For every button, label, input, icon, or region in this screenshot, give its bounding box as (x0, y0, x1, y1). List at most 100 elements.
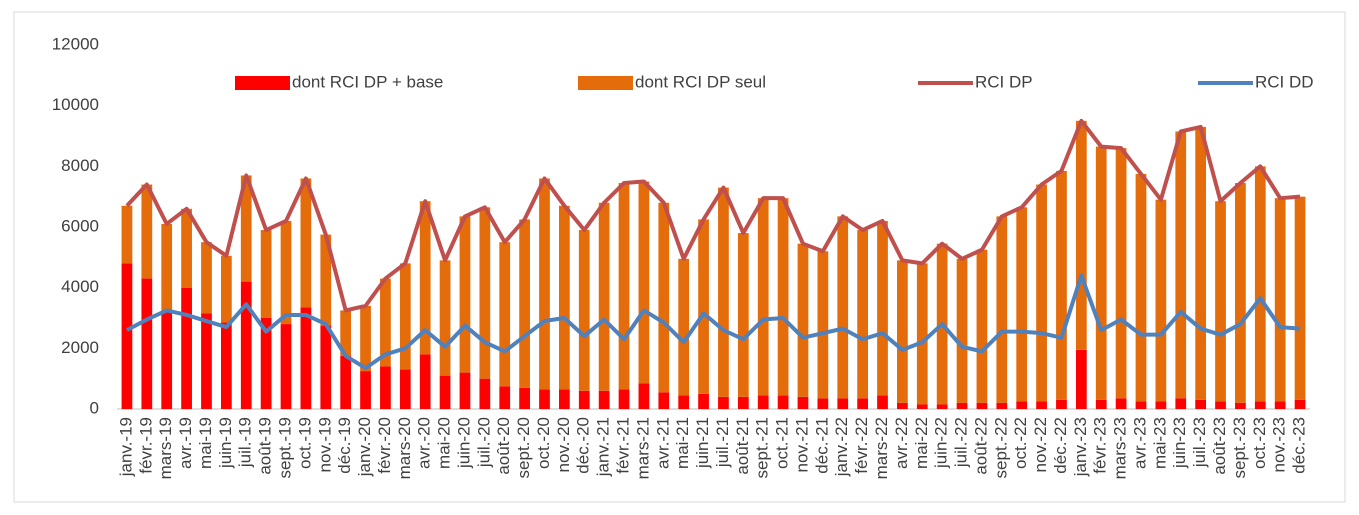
bar (459, 216, 471, 373)
bar (519, 387, 530, 409)
x-tick-label: mars-22 (872, 417, 891, 479)
x-tick-label: juil.-19 (236, 417, 255, 468)
bar (559, 389, 570, 409)
bar (757, 198, 769, 396)
bar (996, 402, 1008, 409)
x-tick-label: avr.-23 (1130, 417, 1149, 469)
bar (817, 398, 829, 409)
bar (916, 263, 928, 405)
bar (638, 181, 650, 384)
bar (996, 216, 1008, 403)
bar (360, 371, 371, 409)
bar (300, 307, 312, 409)
x-tick-label: déc.-22 (1051, 417, 1070, 474)
x-tick-label: mars-20 (395, 417, 414, 479)
line (125, 118, 1301, 313)
x-tick-label: sept.-23 (1230, 417, 1249, 478)
bar (519, 219, 530, 388)
bar (1155, 199, 1167, 402)
x-tick-label: janv.-23 (1071, 417, 1090, 477)
x-tick-label: avr.-21 (653, 417, 672, 469)
bar (797, 396, 809, 409)
x-tick-label: nov.-19 (315, 417, 334, 472)
bar (260, 230, 272, 318)
bar (1075, 120, 1087, 350)
x-tick-label: févr.-22 (852, 417, 871, 474)
x-tick-label: oct.-23 (1250, 417, 1269, 469)
x-tick-label: févr.-20 (375, 417, 394, 474)
bar (1195, 399, 1207, 409)
bar (280, 220, 292, 325)
bar (837, 216, 849, 399)
bar (459, 372, 471, 409)
bar (320, 325, 332, 409)
bar (797, 243, 809, 397)
bar (141, 184, 153, 279)
x-tick-label: juil.-23 (1190, 417, 1209, 468)
bar (1175, 131, 1187, 399)
bar (220, 322, 232, 409)
bar (161, 223, 173, 312)
bar (1075, 349, 1087, 409)
bar (439, 260, 451, 376)
bar (260, 318, 272, 409)
bar (718, 187, 729, 397)
bar (479, 378, 491, 409)
bar (877, 220, 888, 396)
x-tick-label: août-22 (971, 417, 990, 475)
bar (121, 205, 133, 264)
bar (1016, 207, 1028, 402)
legend-label: RCI DP (975, 72, 1033, 91)
bar (499, 386, 511, 409)
bar (399, 263, 411, 370)
x-tick-label: oct.-20 (534, 417, 553, 469)
bar (439, 375, 451, 409)
x-tick-label: oct.-19 (295, 417, 314, 469)
x-tick-label: janv.-22 (832, 417, 851, 477)
x-tick-label: nov.-22 (1031, 417, 1050, 472)
bar (698, 393, 709, 409)
bar (897, 260, 908, 403)
line (126, 273, 1301, 371)
x-tick-label: janv.-20 (355, 417, 374, 477)
y-tick-label: 12000 (52, 34, 99, 53)
bar (737, 233, 749, 397)
bar (1254, 401, 1266, 409)
bar (737, 396, 749, 409)
bar (956, 258, 968, 403)
x-tick-label: avr.-22 (892, 417, 911, 469)
bar (916, 404, 928, 409)
x-tick-label: sept.-20 (514, 417, 533, 478)
bar (181, 208, 192, 288)
bar (578, 230, 590, 391)
x-tick-label: juin-21 (693, 417, 712, 469)
x-tick-label: févr.-21 (614, 417, 633, 474)
legend-label: RCI DD (1255, 72, 1314, 91)
bar (1254, 166, 1266, 402)
bar (280, 324, 292, 409)
x-tick-label: avr.-20 (415, 417, 434, 469)
bar (320, 234, 332, 326)
legend-label: dont RCI DP seul (635, 72, 766, 91)
bar (638, 383, 650, 409)
x-tick-label: mai-20 (435, 417, 454, 469)
y-tick-label: 10000 (52, 95, 99, 114)
bar (1274, 198, 1286, 402)
x-tick-label: sept.-21 (753, 417, 772, 478)
bar (618, 183, 630, 390)
bar (340, 355, 352, 409)
x-tick-label: mars-23 (1111, 417, 1130, 479)
bar (777, 198, 789, 396)
x-tick-label: mai-22 (912, 417, 931, 469)
bar (658, 392, 670, 409)
y-tick-label: 2000 (61, 338, 99, 357)
bar (976, 249, 988, 403)
x-tick-label: juin-19 (216, 417, 235, 469)
x-tick-label: déc.-23 (1290, 417, 1309, 474)
bar (181, 287, 192, 409)
bar (757, 395, 769, 409)
bar (1135, 401, 1147, 409)
bar (419, 201, 431, 355)
y-tick-label: 4000 (61, 277, 99, 296)
y-tick-label: 8000 (61, 156, 99, 175)
